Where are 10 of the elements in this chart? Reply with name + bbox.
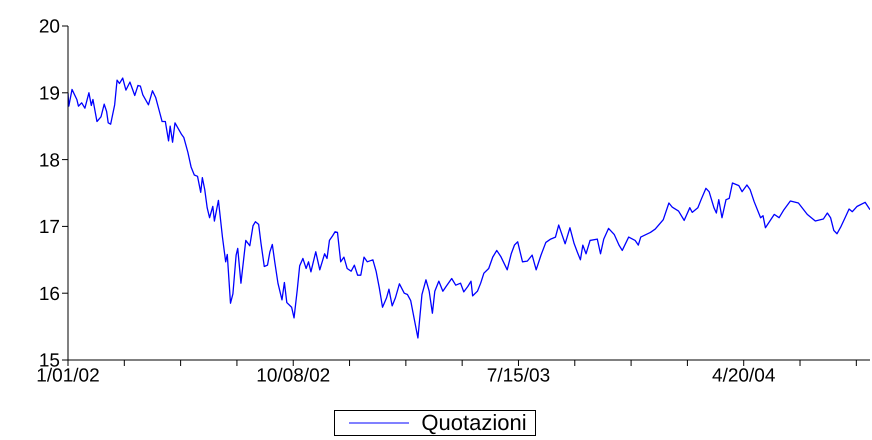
y-tick-label: 19 (38, 84, 60, 105)
x-tick-label: 7/15/03 (486, 365, 550, 386)
x-tick-label: 10/08/02 (256, 365, 330, 386)
y-tick-label: 17 (38, 217, 60, 238)
y-tick-label: 18 (38, 150, 60, 172)
legend-label: Quotazioni (421, 410, 527, 435)
line-series (68, 77, 870, 339)
y-tick-label: 20 (38, 16, 60, 38)
y-tick-label: 16 (38, 284, 60, 305)
x-tick-label: 4/20/04 (712, 365, 776, 386)
